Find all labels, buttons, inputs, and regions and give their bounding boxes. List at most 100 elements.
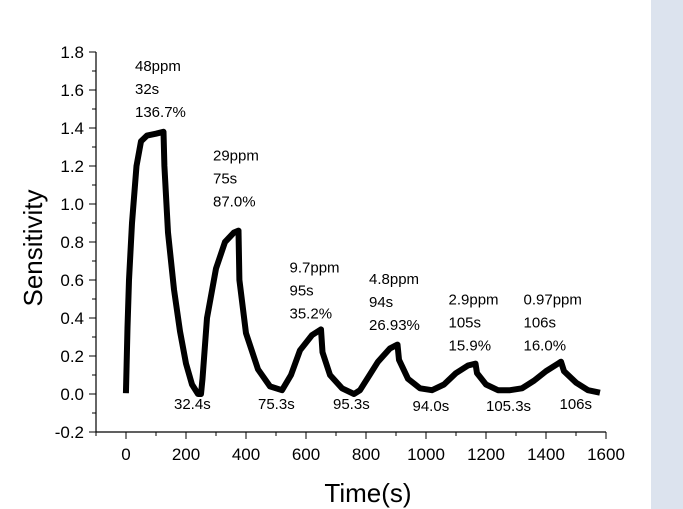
background-strip [651, 0, 683, 509]
annotation-peak-2: 29ppm 75s 87.0% [213, 147, 259, 210]
annotation-text: 15.9% [449, 338, 492, 355]
data-point [465, 362, 471, 369]
data-point [255, 366, 261, 372]
data-point [357, 387, 363, 393]
annotation-recovery-6: 106s [560, 396, 593, 413]
annotation-recovery-3: 95.3s [333, 396, 370, 413]
data-point [531, 378, 537, 384]
annotation-text: 75.3s [258, 396, 295, 413]
annotation-recovery-2: 75.3s [258, 396, 295, 413]
data-point [177, 328, 183, 334]
annotation-text: 35.2% [290, 305, 333, 322]
data-point [543, 368, 549, 374]
data-point [204, 315, 210, 321]
x-tick-label: 1400 [527, 445, 565, 464]
data-point [417, 385, 423, 391]
data-point [375, 359, 381, 365]
annotation-text: 87.0% [213, 193, 256, 210]
data-point [153, 131, 159, 137]
annotation-text: 94.0s [413, 398, 450, 415]
data-point [429, 387, 435, 393]
annotation-text: 95s [290, 282, 314, 299]
data-point [594, 389, 600, 395]
data-point [474, 370, 480, 376]
x-tick-label: 1600 [587, 445, 625, 464]
annotation-recovery-4: 94.0s [413, 398, 450, 415]
data-point [561, 368, 567, 374]
annotation-text: 94s [369, 294, 393, 311]
annotation-recovery-1: 32.4s [174, 396, 211, 413]
data-point [144, 133, 150, 139]
annotation-text: 75s [213, 170, 237, 187]
data-point [165, 229, 171, 236]
y-tick-label: 1.2 [60, 157, 84, 176]
data-point [138, 138, 144, 144]
data-point [222, 239, 228, 245]
data-point [472, 361, 479, 367]
data-point [129, 220, 135, 226]
data-point [198, 391, 204, 397]
x-tick-label: 0 [121, 445, 130, 464]
annotation-text: 95.3s [333, 396, 370, 413]
data-point [236, 277, 242, 283]
data-point [189, 381, 195, 388]
x-axis-label: Time(s) [324, 478, 411, 508]
annotation-text: 2.9ppm [449, 292, 499, 309]
data-point [441, 381, 447, 388]
data-point [279, 387, 285, 393]
data-point [387, 345, 393, 351]
data-point [235, 228, 242, 234]
annotation-recovery-5: 105.3s [486, 398, 531, 415]
annotation-text: 106s [524, 315, 557, 332]
data-point [309, 332, 315, 338]
annotation-peak-1: 48ppm 32s 136.7% [135, 58, 186, 121]
data-point [339, 385, 345, 391]
data-point [573, 380, 579, 386]
y-tick-label: 1.0 [60, 195, 84, 214]
data-point [126, 277, 132, 283]
data-point [231, 229, 237, 236]
data-point [288, 372, 294, 378]
x-tick-label: 600 [292, 445, 320, 464]
x-tick-label: 200 [172, 445, 200, 464]
x-tick-label: 800 [352, 445, 380, 464]
data-point [483, 381, 489, 388]
annotation-peak-6: 0.97ppm 106s 16.0% [524, 292, 582, 355]
annotation-text: 48ppm [135, 58, 181, 75]
y-tick-label: 0.4 [60, 309, 84, 328]
data-point [133, 163, 140, 169]
data-point [507, 387, 513, 393]
data-point [124, 362, 130, 369]
annotation-text: 106s [560, 396, 593, 413]
x-tick-label: 400 [232, 445, 260, 464]
data-point [183, 361, 189, 367]
y-tick-label: 0.6 [60, 271, 84, 290]
annotation-peak-3: 9.7ppm 95s 35.2% [290, 259, 340, 322]
data-point [267, 383, 273, 389]
data-point [363, 378, 369, 384]
annotation-text: 4.8ppm [369, 271, 419, 288]
data-point [319, 349, 326, 355]
annotation-text: 29ppm [213, 147, 259, 164]
y-tick-label: 0.8 [60, 233, 84, 252]
data-point [396, 357, 402, 363]
data-point [495, 387, 501, 393]
annotation-peak-4: 4.8ppm 94s 26.93% [369, 271, 420, 334]
data-point [453, 370, 459, 376]
annotation-text: 105s [449, 315, 482, 332]
data-point [124, 324, 131, 331]
y-tick-label: 0.0 [60, 385, 84, 404]
annotation-text: 0.97ppm [524, 292, 582, 309]
x-tick-label: 1200 [467, 445, 505, 464]
data-point [199, 376, 206, 382]
legend-box [493, 72, 593, 135]
y-tick-label: 1.8 [60, 43, 84, 62]
data-point [394, 342, 401, 348]
data-point [160, 129, 167, 135]
data-point [318, 326, 324, 332]
data-point [327, 372, 333, 378]
data-point [585, 387, 591, 393]
y-tick-label: 1.4 [60, 119, 84, 138]
data-point [161, 163, 167, 169]
